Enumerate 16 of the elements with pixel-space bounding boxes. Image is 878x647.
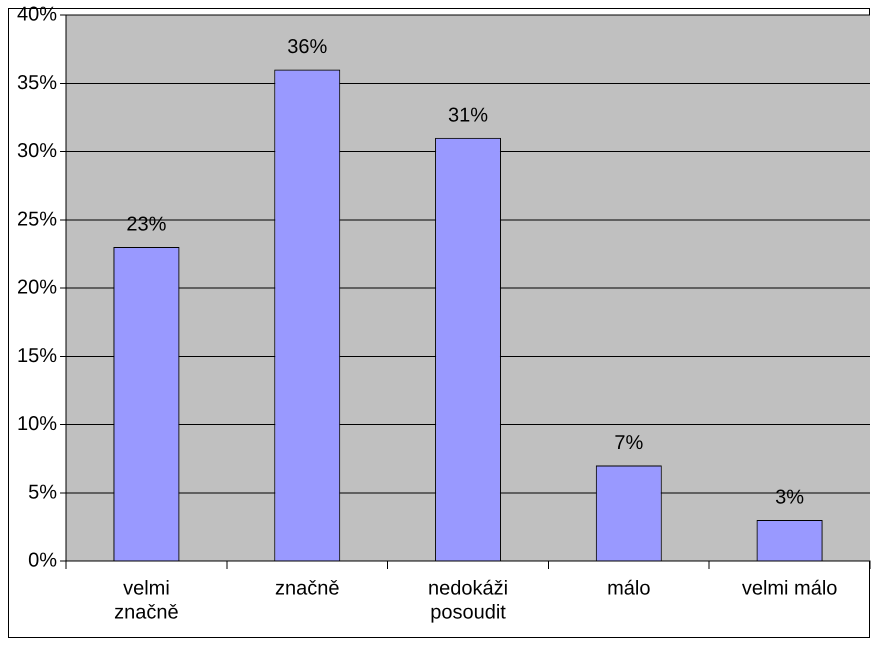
y-tick-label: 15% bbox=[17, 344, 58, 367]
data-label: 31% bbox=[448, 104, 488, 126]
y-tick-label: 10% bbox=[17, 413, 58, 436]
data-label: 36% bbox=[287, 36, 328, 58]
x-tick-label: nedokáži posoudit bbox=[428, 578, 508, 624]
y-tick-label: 5% bbox=[28, 481, 58, 504]
y-tick-label: 0% bbox=[28, 550, 58, 572]
data-label: 7% bbox=[614, 432, 644, 454]
x-tick-label: velmi málo bbox=[742, 578, 838, 600]
x-tick-label: málo bbox=[607, 578, 650, 600]
x-tick-label: velmi značně bbox=[114, 578, 179, 624]
y-tick-label: 20% bbox=[17, 276, 58, 299]
y-tick-label: 25% bbox=[17, 208, 58, 230]
y-tick-label: 35% bbox=[17, 72, 58, 94]
x-tick-label: značně bbox=[274, 578, 340, 600]
y-tick-label: 30% bbox=[17, 140, 58, 162]
